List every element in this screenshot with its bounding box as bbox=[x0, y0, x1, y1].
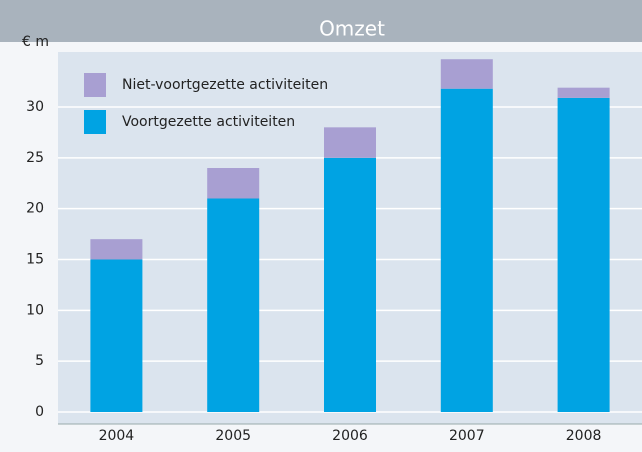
bar-segment bbox=[440, 59, 493, 89]
y-tick-label: 20 bbox=[26, 201, 44, 217]
legend-label: Niet-voortgezette activiteiten bbox=[122, 77, 328, 93]
bar-segment bbox=[557, 87, 610, 98]
y-axis-label: € m bbox=[22, 34, 49, 50]
y-tick-label: 25 bbox=[26, 150, 44, 166]
y-tick-label: 30 bbox=[26, 99, 44, 115]
bar-segment bbox=[324, 157, 376, 412]
chart-title: Omzet bbox=[319, 17, 385, 41]
x-tick-label: 2005 bbox=[215, 428, 251, 444]
bar-segment bbox=[207, 198, 260, 412]
y-tick-label: 5 bbox=[35, 353, 44, 369]
x-tick-label: 2004 bbox=[99, 428, 135, 444]
legend-label: Voortgezette activiteiten bbox=[122, 114, 295, 130]
title-bar bbox=[0, 0, 642, 42]
x-tick-label: 2007 bbox=[449, 428, 485, 444]
y-tick-label: 0 bbox=[35, 404, 44, 420]
legend-swatch bbox=[84, 110, 106, 134]
bar-segment bbox=[90, 259, 143, 412]
legend-swatch bbox=[84, 73, 106, 97]
bar-segment bbox=[557, 97, 610, 412]
x-tick-label: 2008 bbox=[566, 428, 602, 444]
bar-segment bbox=[90, 239, 143, 260]
bar-segment bbox=[324, 127, 376, 158]
x-tick-label: 2006 bbox=[332, 428, 368, 444]
y-tick-label: 15 bbox=[26, 252, 44, 268]
bar-segment bbox=[207, 168, 260, 199]
y-tick-label: 10 bbox=[26, 302, 44, 318]
bar-segment bbox=[440, 88, 493, 412]
